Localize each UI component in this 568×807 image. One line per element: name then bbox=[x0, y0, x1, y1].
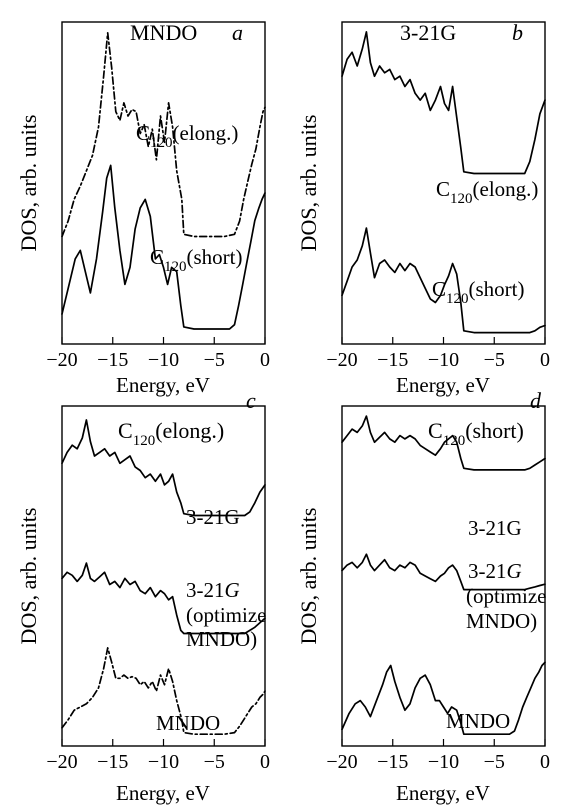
panel-c-series-0-label: 3-21G bbox=[186, 505, 240, 529]
panel-c-xtick-label: −5 bbox=[204, 751, 225, 773]
panel-d-xtick-label: −5 bbox=[484, 751, 505, 773]
panel-b-xtick-label: −15 bbox=[377, 349, 408, 371]
panel-c-xtick-label: −10 bbox=[148, 751, 179, 773]
panel-d-letter: d bbox=[530, 388, 542, 413]
panel-d-series-1-label-line3: MNDO) bbox=[466, 609, 537, 633]
panel-c-xtick-label: 0 bbox=[260, 751, 270, 773]
panel-b-series-1-curve bbox=[341, 227, 546, 334]
panel-b-xtick-label: 0 bbox=[540, 349, 550, 371]
panel-a-xtick-label: 0 bbox=[260, 349, 270, 371]
panel-c-letter: c bbox=[246, 388, 256, 413]
panel-d-xtick-label: 0 bbox=[540, 751, 550, 773]
panel-d-title: C120(short) bbox=[428, 418, 524, 449]
panel-d-ylabel: DOS, arb. units bbox=[296, 508, 321, 645]
panel-c-xlabel: Energy, eV bbox=[116, 781, 210, 805]
panel-c: C120(elong.) c DOS, arb. units Energy, e… bbox=[16, 388, 266, 805]
panel-c-series-1-curve bbox=[61, 562, 266, 635]
panel-b-ylabel: DOS, arb. units bbox=[296, 115, 321, 252]
panel-d-series-2-label: MNDO bbox=[446, 709, 510, 733]
panel-b-series-0-curve bbox=[341, 31, 546, 175]
panel-a-letter: a bbox=[232, 20, 243, 45]
panel-c-frame bbox=[61, 405, 266, 747]
panel-d-series-1-label-line1: 3-21G bbox=[468, 559, 522, 583]
panel-a-xtick-label: −20 bbox=[46, 349, 77, 371]
panel-b-letter: b bbox=[512, 20, 523, 45]
panel-c-series-2-label: MNDO bbox=[156, 711, 220, 735]
panel-b: 3-21G b DOS, arb. units Energy, eV C120(… bbox=[296, 20, 546, 397]
panel-b-xtick-label: −5 bbox=[484, 349, 505, 371]
panel-d-xtick-label: −10 bbox=[428, 751, 459, 773]
panel-d-xtick-label: −20 bbox=[326, 751, 357, 773]
panel-c-series-1-label-line3: MNDO) bbox=[186, 627, 257, 651]
panel-a-xlabel: Energy, eV bbox=[116, 373, 210, 397]
panel-a-xtick-label: −5 bbox=[204, 349, 225, 371]
plot-layer: −20 −15 −10 −5 0 −20 −15 −10 −5 0−20 −15 −10 −5 0 −20−… bbox=[46, 31, 550, 773]
panel-d-xtick-label: −15 bbox=[377, 751, 408, 773]
panel-a-series-1-curve bbox=[61, 164, 266, 330]
panel-c-xtick-label: −20 bbox=[46, 751, 77, 773]
panel-d-xlabel: Energy, eV bbox=[396, 781, 490, 805]
panel-a: MNDO a DOS, arb. units Energy, eV C120(e… bbox=[16, 20, 266, 397]
panel-a-series-1-label: C120(short) bbox=[150, 245, 243, 275]
panel-b-xtick-label: −10 bbox=[428, 349, 459, 371]
panel-a-ylabel: DOS, arb. units bbox=[16, 115, 41, 252]
panel-d: C120(short) d DOS, arb. units Energy, eV… bbox=[296, 388, 546, 805]
panel-d-series-2-curve bbox=[341, 661, 546, 736]
panel-b-series-1-label: C120(short) bbox=[432, 277, 525, 307]
panel-c-series-2-curve bbox=[61, 647, 266, 736]
panel-a-title: MNDO bbox=[130, 20, 197, 45]
panel-c-ylabel: DOS, arb. units bbox=[16, 508, 41, 645]
panel-b-title: 3-21G bbox=[400, 20, 456, 45]
panel-c-xtick-label: −15 bbox=[97, 751, 128, 773]
panel-c-title: C120(elong.) bbox=[118, 418, 224, 449]
panel-a-xtick-label: −10 bbox=[148, 349, 179, 371]
panel-d-series-0-label: 3-21G bbox=[468, 516, 522, 540]
panel-d-series-0-curve bbox=[341, 415, 546, 471]
panel-b-xlabel: Energy, eV bbox=[396, 373, 490, 397]
panel-c-series-1-label-line1: 3-21G bbox=[186, 578, 240, 602]
panel-a-frame bbox=[61, 21, 266, 345]
panel-b-xtick-label: −20 bbox=[326, 349, 357, 371]
panel-c-series-1-label-line2: (optimize bbox=[186, 603, 266, 627]
panel-a-series-0-curve bbox=[61, 31, 266, 238]
panel-b-series-0-label: C120(elong.) bbox=[436, 177, 538, 207]
panel-c-series-0-curve bbox=[61, 419, 266, 517]
panel-d-series-1-curve bbox=[341, 553, 546, 591]
panel-a-series-0-label: C120(elong.) bbox=[136, 121, 238, 151]
panel-a-xtick-label: −15 bbox=[97, 349, 128, 371]
